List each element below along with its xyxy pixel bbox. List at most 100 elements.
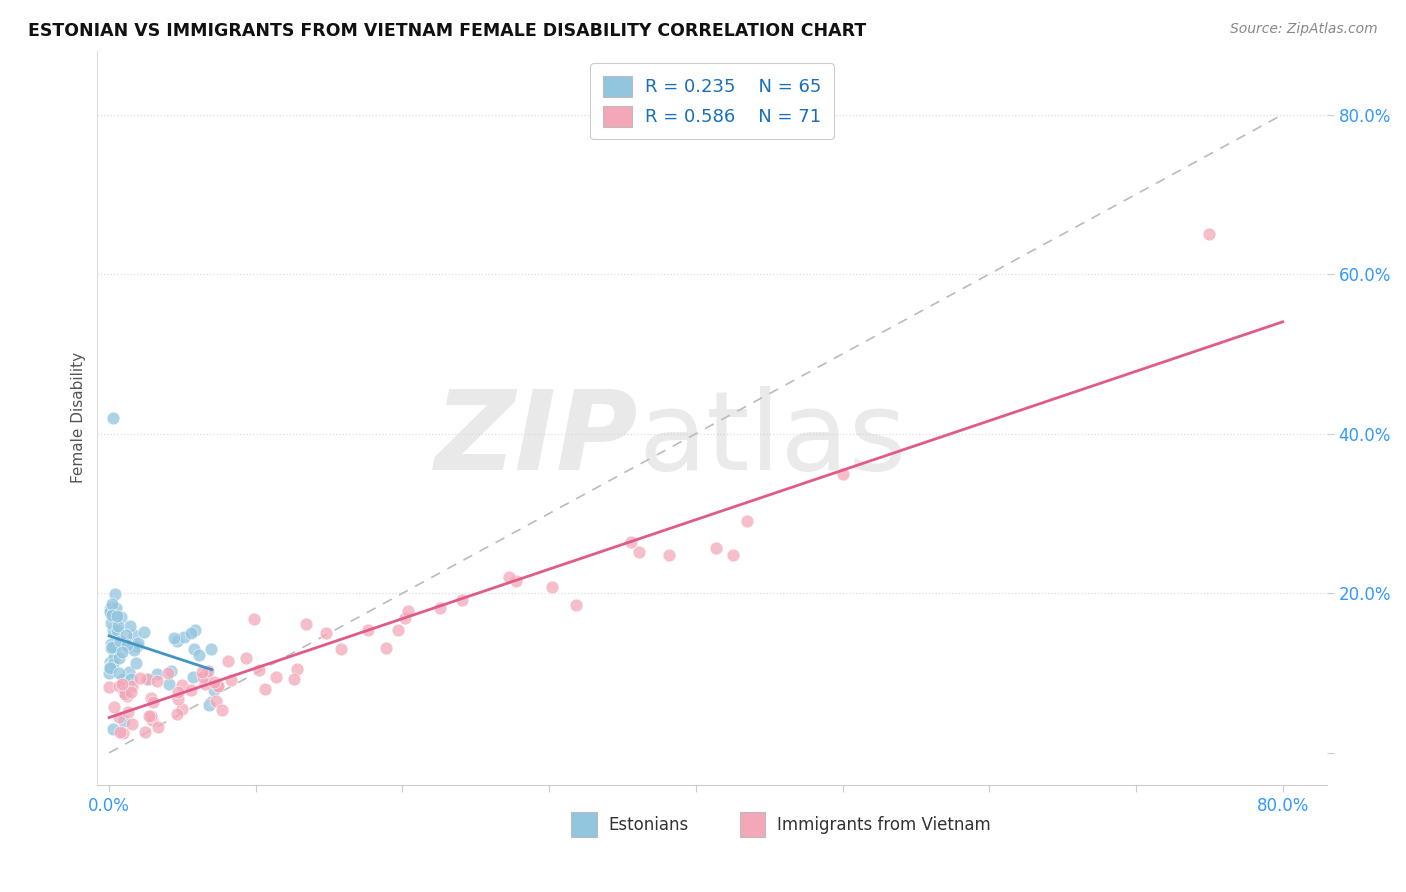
Point <box>121 672 143 686</box>
Point <box>357 623 380 637</box>
Point <box>134 724 156 739</box>
Point <box>387 623 409 637</box>
Point <box>540 580 562 594</box>
Point <box>180 626 202 640</box>
Point <box>451 592 474 607</box>
Point <box>104 609 127 624</box>
Point <box>704 541 727 555</box>
Point <box>498 569 520 583</box>
Point <box>148 720 170 734</box>
Point <box>110 610 132 624</box>
Point <box>204 694 226 708</box>
Point <box>120 684 142 698</box>
Point <box>374 640 396 655</box>
Point <box>253 682 276 697</box>
Point <box>183 641 205 656</box>
Point <box>107 618 129 632</box>
Point <box>114 687 136 701</box>
Point <box>127 639 149 653</box>
Point <box>100 660 122 674</box>
Point <box>249 663 271 677</box>
Point <box>103 700 125 714</box>
Point <box>104 587 127 601</box>
Point <box>132 625 155 640</box>
Point <box>207 679 229 693</box>
Point <box>188 648 211 662</box>
Point <box>264 670 287 684</box>
Point <box>243 612 266 626</box>
Point <box>101 657 124 671</box>
Point <box>141 714 163 728</box>
Point <box>103 722 125 736</box>
Point <box>202 674 225 689</box>
Point <box>100 616 122 631</box>
Point <box>207 679 229 693</box>
Point <box>105 608 128 623</box>
Point <box>107 623 129 637</box>
Point <box>100 605 122 619</box>
Point <box>191 665 214 679</box>
Point <box>136 672 159 686</box>
Point <box>202 683 225 698</box>
Point <box>117 638 139 652</box>
Point <box>217 654 239 668</box>
Point <box>505 574 527 588</box>
Y-axis label: Female Disability: Female Disability <box>72 352 86 483</box>
Point <box>108 679 131 693</box>
Text: Source: ZipAtlas.com: Source: ZipAtlas.com <box>1230 22 1378 37</box>
Point <box>107 666 129 681</box>
Point <box>181 670 204 684</box>
Point <box>98 665 121 680</box>
Point <box>98 602 121 616</box>
Point <box>127 636 149 650</box>
Point <box>396 604 419 618</box>
Point <box>103 604 125 618</box>
Point <box>831 467 853 481</box>
Point <box>294 617 316 632</box>
Point <box>101 597 124 611</box>
Text: ESTONIAN VS IMMIGRANTS FROM VIETNAM FEMALE DISABILITY CORRELATION CHART: ESTONIAN VS IMMIGRANTS FROM VIETNAM FEMA… <box>28 22 866 40</box>
Point <box>103 643 125 657</box>
Point <box>167 685 190 699</box>
Point <box>103 640 125 654</box>
Point <box>98 680 121 694</box>
Point <box>103 650 125 665</box>
Point <box>166 692 188 706</box>
Point <box>198 698 221 712</box>
Point <box>115 628 138 642</box>
Point <box>197 665 219 679</box>
Point <box>166 633 188 648</box>
Point <box>105 601 128 615</box>
Point <box>122 628 145 642</box>
Point <box>235 651 257 665</box>
Point <box>1198 227 1220 242</box>
Point <box>125 656 148 670</box>
Point <box>138 708 160 723</box>
Point <box>103 410 125 425</box>
Point <box>184 623 207 637</box>
Point <box>122 643 145 657</box>
Point <box>723 548 745 562</box>
Point <box>193 669 215 683</box>
Point <box>103 623 125 637</box>
Point <box>108 709 131 723</box>
Point <box>108 725 131 739</box>
Point <box>138 672 160 686</box>
Point <box>111 644 134 658</box>
Text: atlas: atlas <box>638 386 907 493</box>
Point <box>100 641 122 656</box>
Point <box>221 673 243 688</box>
Point <box>735 514 758 528</box>
Point <box>658 549 681 563</box>
Point <box>121 717 143 731</box>
Point <box>121 679 143 693</box>
Point <box>211 703 233 717</box>
Point <box>283 672 305 686</box>
Point <box>565 598 588 612</box>
Point <box>180 682 202 697</box>
Point <box>620 535 643 549</box>
Point <box>156 665 179 680</box>
Point <box>101 607 124 622</box>
Point <box>170 701 193 715</box>
Point <box>118 619 141 633</box>
